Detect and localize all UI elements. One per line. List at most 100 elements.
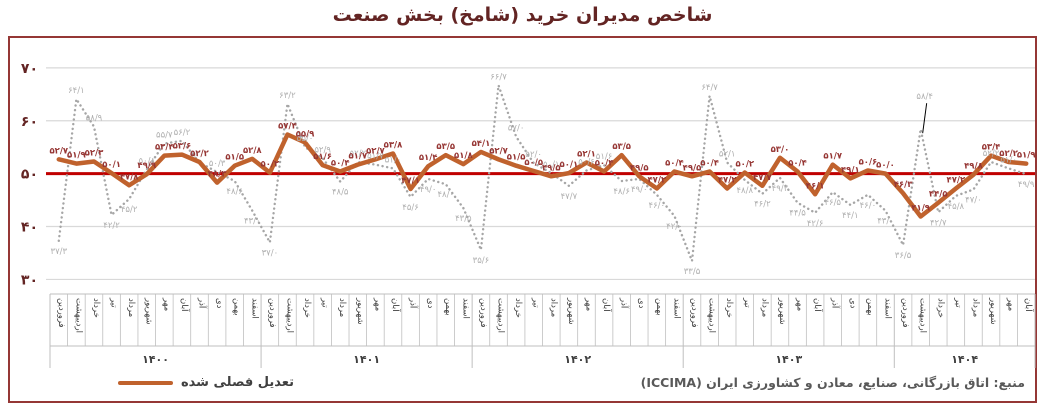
adjusted-data-label: ۵۲/۲: [190, 149, 209, 159]
adjusted-data-label: ۵۵/۹: [296, 129, 315, 139]
raw-data-label: ۴۶/۰: [860, 201, 877, 211]
year-label: ۱۴۰۰: [142, 353, 169, 366]
month-label: آبان: [179, 298, 191, 312]
raw-data-label: ۵۱/۷: [367, 152, 384, 162]
month-label: دی: [214, 298, 224, 309]
raw-data-label: ۳۵/۶: [473, 256, 490, 266]
chart-title: شاخص مدیران خرید (شامخ) بخش صنعت: [332, 4, 713, 26]
raw-data-label: ۵۲/۰: [525, 150, 542, 160]
raw-data-label: ۵۸/۹: [86, 114, 103, 124]
adjusted-data-label: ۵۰/۵: [524, 158, 543, 168]
month-label: بهمن: [232, 298, 242, 316]
raw-data-label: ۴۶/۵: [824, 198, 841, 208]
raw-data-label: ۴۲/۷: [930, 218, 947, 228]
adjusted-data-label: ۵۰/۴: [665, 159, 684, 169]
raw-data-label: ۴۵/۸: [948, 202, 965, 212]
adjusted-data-label: ۵۳/۶: [173, 142, 192, 152]
source-note: منبع: اتاق بازرگانی، صنایع، معادن و کشاو…: [640, 375, 1025, 390]
adjusted-data-label: ۵۱/۴: [419, 153, 438, 163]
month-label: شهریور: [566, 297, 576, 325]
month-label: اردیبهشت: [707, 298, 717, 333]
year-label: ۱۴۰۱: [353, 353, 380, 366]
month-label: اردیبهشت: [284, 298, 294, 333]
raw-data-label: ۴۸/۸: [736, 186, 753, 196]
month-label: بهمن: [654, 298, 664, 316]
month-label: شهریور: [355, 297, 365, 325]
legend: تعدیل فصلی شده: [118, 375, 294, 390]
month-label: مرداد: [126, 298, 136, 317]
raw-data-label: ۴۷/۰: [965, 196, 982, 206]
adjusted-data-label: ۵۱/۵: [225, 153, 244, 163]
raw-data-label: ۶۶/۷: [490, 72, 507, 82]
raw-data-label: ۶۴/۷: [701, 83, 718, 93]
month-label: شهریور: [144, 297, 154, 325]
raw-data-label: ۵۲/۱: [191, 150, 208, 160]
y-axis-tick-label: ۶۰: [21, 114, 38, 130]
month-label: مهر: [1006, 297, 1016, 311]
month-label: مرداد: [548, 298, 558, 317]
month-label: آذر: [830, 297, 842, 309]
month-label: مرداد: [337, 298, 347, 317]
raw-data-label: ۵۱/۰: [385, 155, 402, 165]
month-label: تیر: [320, 297, 330, 308]
adjusted-data-label: ۵۰/۶: [859, 157, 878, 167]
month-label: خرداد: [935, 298, 945, 318]
raw-data-label: ۴۹/۲: [772, 184, 789, 194]
month-label: مهر: [583, 297, 593, 311]
adjusted-data-label: ۵۱/۵: [507, 153, 526, 163]
month-label: تیر: [953, 297, 963, 308]
raw-data-label: ۵۵/۷: [156, 130, 173, 140]
adjusted-data-label: ۴۸/۳: [208, 170, 227, 180]
raw-data-label: ۴۹/۰: [420, 185, 437, 195]
adjusted-data-label: ۴۷/۲: [718, 175, 737, 185]
month-label: دی: [847, 298, 857, 309]
raw-data-label: ۵۲/۲: [350, 149, 367, 159]
adjusted-data-label: ۴۴/۵: [929, 190, 948, 200]
year-label: ۱۴۰۳: [775, 353, 802, 366]
adjusted-series-legend-label: تعدیل فصلی شده: [181, 375, 295, 390]
adjusted-data-label: ۵۳/۴: [982, 143, 1001, 153]
adjusted-data-label: ۵۳/۵: [612, 142, 631, 152]
adjusted-data-label: ۵۳/۸: [384, 141, 403, 151]
month-label: بهمن: [443, 298, 453, 316]
month-label: اسفند: [249, 298, 259, 319]
chart-frame: ۳۰ ۴۰ ۵۰ ۶۰ ۷۰ فروردین اردیبهشت خرداد تیر مرداد شه…: [8, 36, 1037, 403]
raw-data-label: ۳۶/۵: [895, 251, 912, 261]
month-label: فروردین: [267, 298, 277, 328]
raw-data-label: ۵۲/۱: [719, 150, 736, 160]
raw-data-label: ۴۸/۰: [437, 190, 454, 200]
adjusted-data-label: ۵۰/۲: [735, 160, 754, 170]
adjusted-data-label: ۵۲/۲: [999, 149, 1018, 159]
adjusted-data-label: ۴۹/۹: [137, 161, 156, 171]
raw-data-label: ۴۸/۶: [226, 187, 243, 197]
adjusted-data-label: ۵۰/۰: [876, 161, 895, 171]
adjusted-data-label: ۵۰/۴: [331, 159, 350, 169]
month-label: آبان: [390, 298, 402, 312]
raw-data-label: ۴۵/۲: [121, 205, 138, 215]
adjusted-data-label: ۵۱/۹: [1017, 151, 1036, 161]
raw-data-label: ۴۲/۰: [666, 222, 683, 232]
raw-data-label: ۵۲/۲: [983, 149, 1000, 159]
raw-data-label: ۴۲/۶: [807, 219, 824, 229]
raw-data-label: ۴۸/۵: [332, 188, 349, 198]
year-label: ۱۴۰۴: [951, 353, 978, 366]
raw-data-label: ۴۴/۵: [789, 209, 806, 219]
adjusted-data-label: ۵۰/۴: [700, 159, 719, 169]
month-label: خرداد: [724, 298, 734, 318]
raw-data-label: ۵۰/۳: [209, 159, 226, 169]
month-label: فروردین: [689, 298, 699, 328]
adjusted-data-label: ۵۴/۱: [472, 139, 491, 149]
raw-data-label: ۵۲/۹: [314, 145, 331, 155]
raw-data-label: ۳۳/۵: [684, 267, 701, 277]
raw-data-label: ۴۵/۶: [402, 203, 419, 213]
month-label: اردیبهشت: [73, 298, 83, 333]
adjusted-data-label: ۵۱/۷: [823, 152, 842, 162]
adjusted-data-label: ۵۲/۳: [85, 148, 104, 158]
month-label: آبان: [812, 298, 824, 312]
raw-data-label: ۴۹/۰: [631, 185, 648, 195]
adjusted-data-label: ۴۷/۷: [753, 173, 772, 183]
adjusted-data-label: ۵۳/۴: [155, 143, 174, 153]
raw-data-label: ۴۲/۲: [103, 221, 120, 231]
raw-data-label: ۳۷/۰: [262, 248, 279, 258]
month-label: فروردین: [900, 298, 910, 328]
